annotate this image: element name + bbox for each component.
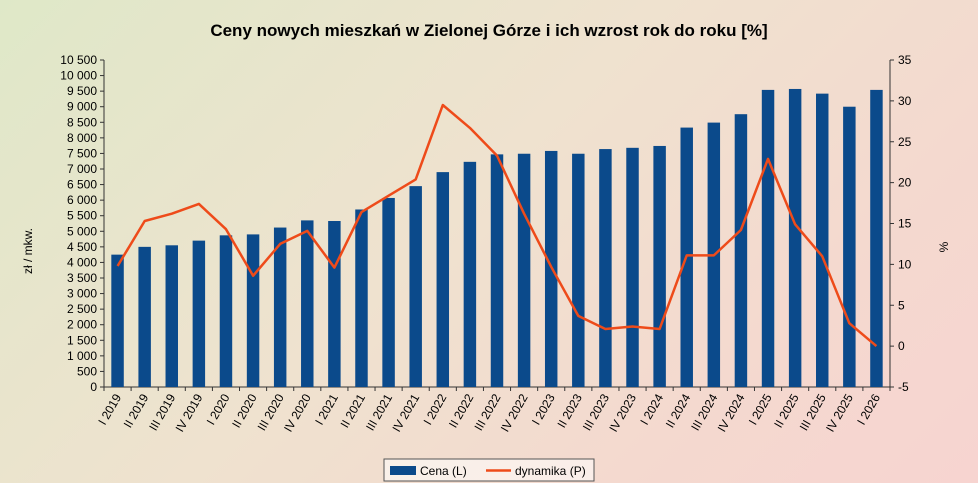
bar — [816, 94, 828, 387]
y-left-tick-label: 10 500 — [60, 53, 97, 67]
y-right-tick-label: 5 — [898, 298, 905, 312]
legend-label-bars: Cena (L) — [420, 464, 467, 478]
bar — [138, 247, 150, 387]
y-left-tick-label: 7 500 — [67, 146, 97, 160]
x-tick-label: IV 2019 — [173, 391, 206, 434]
y-left-tick-label: 0 — [90, 380, 97, 394]
bar — [437, 172, 449, 387]
x-tick-label: IV 2021 — [389, 391, 422, 434]
legend-label-line: dynamika (P) — [515, 464, 586, 478]
bar — [166, 245, 178, 387]
y-left-tick-label: 6 000 — [67, 193, 97, 207]
y-left-tick-label: 4 000 — [67, 255, 97, 269]
x-tick-label: IV 2022 — [498, 391, 531, 434]
chart-title: Ceny nowych mieszkań w Zielonej Górze i … — [210, 21, 767, 40]
y-left-tick-label: 3 500 — [67, 271, 97, 285]
y-left-tick-label: 8 000 — [67, 131, 97, 145]
y-left-tick-label: 1 500 — [67, 333, 97, 347]
bar — [247, 234, 259, 387]
bar — [572, 154, 584, 387]
bar — [382, 198, 394, 387]
bar — [599, 149, 611, 387]
bar — [328, 221, 340, 387]
x-tick-label: IV 2023 — [606, 391, 639, 434]
y-left-tick-label: 9 500 — [67, 84, 97, 98]
x-tick-label: I 2025 — [746, 391, 775, 427]
x-tick-label: IV 2024 — [715, 391, 748, 434]
x-tick-label: I 2019 — [95, 391, 124, 427]
x-tick-label: IV 2020 — [281, 391, 314, 434]
y-left-tick-label: 8 500 — [67, 115, 97, 129]
y-left-tick-label: 1 000 — [67, 349, 97, 363]
y-right-tick-label: 20 — [898, 176, 912, 190]
y-right-tick-label: 0 — [898, 339, 905, 353]
y-axis-left-title: zł / mkw. — [21, 228, 35, 274]
y-left-tick-label: 3 000 — [67, 287, 97, 301]
bar — [789, 89, 801, 387]
bar — [626, 148, 638, 387]
y-right-tick-label: 35 — [898, 53, 912, 67]
bar — [491, 154, 503, 387]
y-right-tick-label: 25 — [898, 135, 912, 149]
bar — [735, 114, 747, 387]
y-right-tick-label: 15 — [898, 217, 912, 231]
y-left-tick-label: 6 500 — [67, 178, 97, 192]
y-right-tick-label: 10 — [898, 257, 912, 271]
y-left-tick-label: 4 500 — [67, 240, 97, 254]
bar — [762, 90, 774, 387]
x-tick-label: I 2021 — [312, 391, 341, 427]
bar — [409, 186, 421, 387]
bar — [653, 146, 665, 387]
x-tick-label: I 2023 — [529, 391, 558, 427]
bar — [301, 220, 313, 387]
y-left-tick-label: 2 000 — [67, 318, 97, 332]
y-left-tick-label: 2 500 — [67, 302, 97, 316]
x-tick-label: I 2022 — [421, 391, 450, 427]
y-axis-right-title: % — [937, 241, 951, 252]
y-left-tick-label: 9 000 — [67, 100, 97, 114]
y-right-tick-label: -5 — [898, 380, 909, 394]
legend-swatch-bars — [390, 466, 416, 475]
bar — [464, 162, 476, 387]
y-right-tick-label: 30 — [898, 94, 912, 108]
bar — [518, 154, 530, 387]
bar — [274, 228, 286, 387]
y-left-tick-label: 500 — [77, 364, 97, 378]
bar — [220, 235, 232, 387]
x-tick-label: IV 2025 — [823, 391, 856, 434]
y-left-tick-label: 5 500 — [67, 209, 97, 223]
bar — [111, 255, 123, 387]
y-left-tick-label: 10 000 — [60, 69, 97, 83]
x-tick-label: I 2026 — [854, 391, 883, 427]
x-tick-label: I 2020 — [204, 391, 233, 427]
x-tick-label: I 2024 — [637, 391, 666, 427]
y-left-tick-label: 5 000 — [67, 224, 97, 238]
bar — [193, 241, 205, 387]
bar — [843, 107, 855, 387]
legend: Cena (L) dynamika (P) — [384, 459, 594, 481]
y-left-tick-label: 7 000 — [67, 162, 97, 176]
bar — [355, 209, 367, 387]
